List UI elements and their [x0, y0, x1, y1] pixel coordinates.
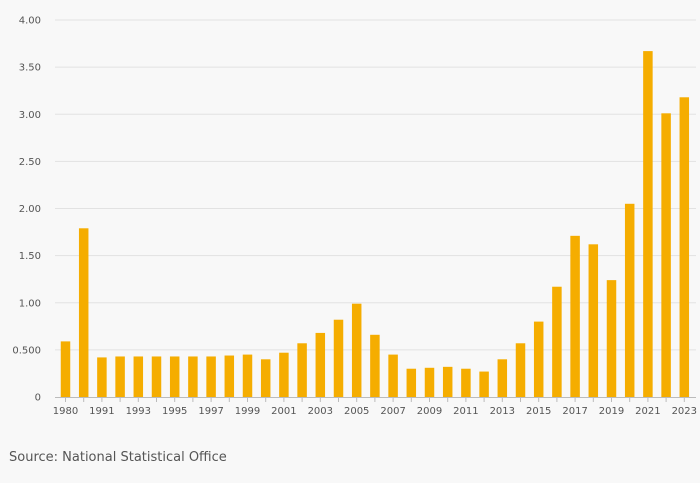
bar	[533, 321, 544, 397]
bar	[279, 352, 289, 397]
bar	[97, 357, 107, 397]
gridlines	[55, 19, 696, 351]
x-tick-label: 1993	[126, 406, 151, 417]
source-note: Source: National Statistical Office	[9, 450, 227, 465]
x-tick-label: 1997	[198, 406, 223, 417]
x-tick-label: 1991	[89, 406, 114, 417]
bar	[78, 228, 89, 397]
bar	[351, 303, 362, 397]
bar	[679, 97, 690, 397]
bar	[606, 280, 617, 397]
bar	[661, 113, 671, 398]
x-tick-label: 2017	[562, 406, 587, 417]
x-tick-label: 2009	[417, 406, 442, 417]
bar	[515, 343, 526, 397]
bar	[624, 203, 635, 397]
bar	[333, 319, 344, 397]
bars	[60, 51, 690, 398]
x-tick-label: 1995	[162, 406, 187, 417]
y-tick-label: 0	[35, 393, 41, 404]
bar	[224, 355, 235, 397]
x-tick-label: 2023	[672, 406, 697, 417]
x-tick-label: 2013	[490, 406, 515, 417]
y-tick-label: 1.50	[19, 251, 41, 262]
bar	[206, 356, 216, 397]
x-axis	[55, 397, 696, 402]
bar	[169, 356, 180, 397]
bar	[588, 244, 599, 397]
x-tick-label: 2021	[635, 406, 660, 417]
bar	[370, 334, 380, 397]
bar	[406, 368, 417, 397]
bar	[461, 368, 471, 397]
bar	[552, 286, 562, 397]
bar	[242, 354, 253, 397]
bar	[497, 359, 508, 397]
y-tick-label: 4.00	[19, 16, 41, 27]
x-tick-label: 2019	[599, 406, 624, 417]
bar	[643, 51, 653, 397]
bar	[479, 371, 489, 397]
bar	[424, 367, 435, 397]
y-tick-label: 3.50	[19, 63, 41, 74]
x-tick-label: 1999	[235, 406, 260, 417]
bar	[115, 356, 125, 397]
x-tick-label: 1980	[53, 406, 78, 417]
x-tick-label: 2007	[380, 406, 405, 417]
x-axis-labels: 1980 1991 1993 1995 1997 1999 2001 2003 2005 2007…	[53, 406, 697, 417]
bar	[133, 356, 144, 397]
x-tick-label: 2005	[344, 406, 369, 417]
bar	[297, 343, 307, 397]
bar	[188, 356, 198, 397]
y-tick-label: 0.500	[12, 345, 41, 356]
bar	[260, 359, 271, 397]
y-tick-label: 2.50	[19, 157, 41, 168]
bar	[60, 341, 71, 397]
y-tick-label: 2.00	[19, 204, 41, 215]
y-tick-label: 1.00	[19, 298, 41, 309]
x-tick-label: 2015	[526, 406, 551, 417]
x-tick-label: 2001	[271, 406, 296, 417]
bar	[151, 356, 162, 397]
bar	[315, 332, 326, 397]
bar	[570, 235, 580, 397]
x-tick-label: 2003	[308, 406, 333, 417]
x-tick-label: 2011	[453, 406, 478, 417]
y-tick-label: 3.00	[19, 110, 41, 121]
bar	[442, 366, 453, 397]
y-axis-labels: 0 0.500 1.00 1.50 2.00 2.50 3.00 3.50 4.00	[12, 16, 41, 404]
bar	[388, 354, 398, 397]
